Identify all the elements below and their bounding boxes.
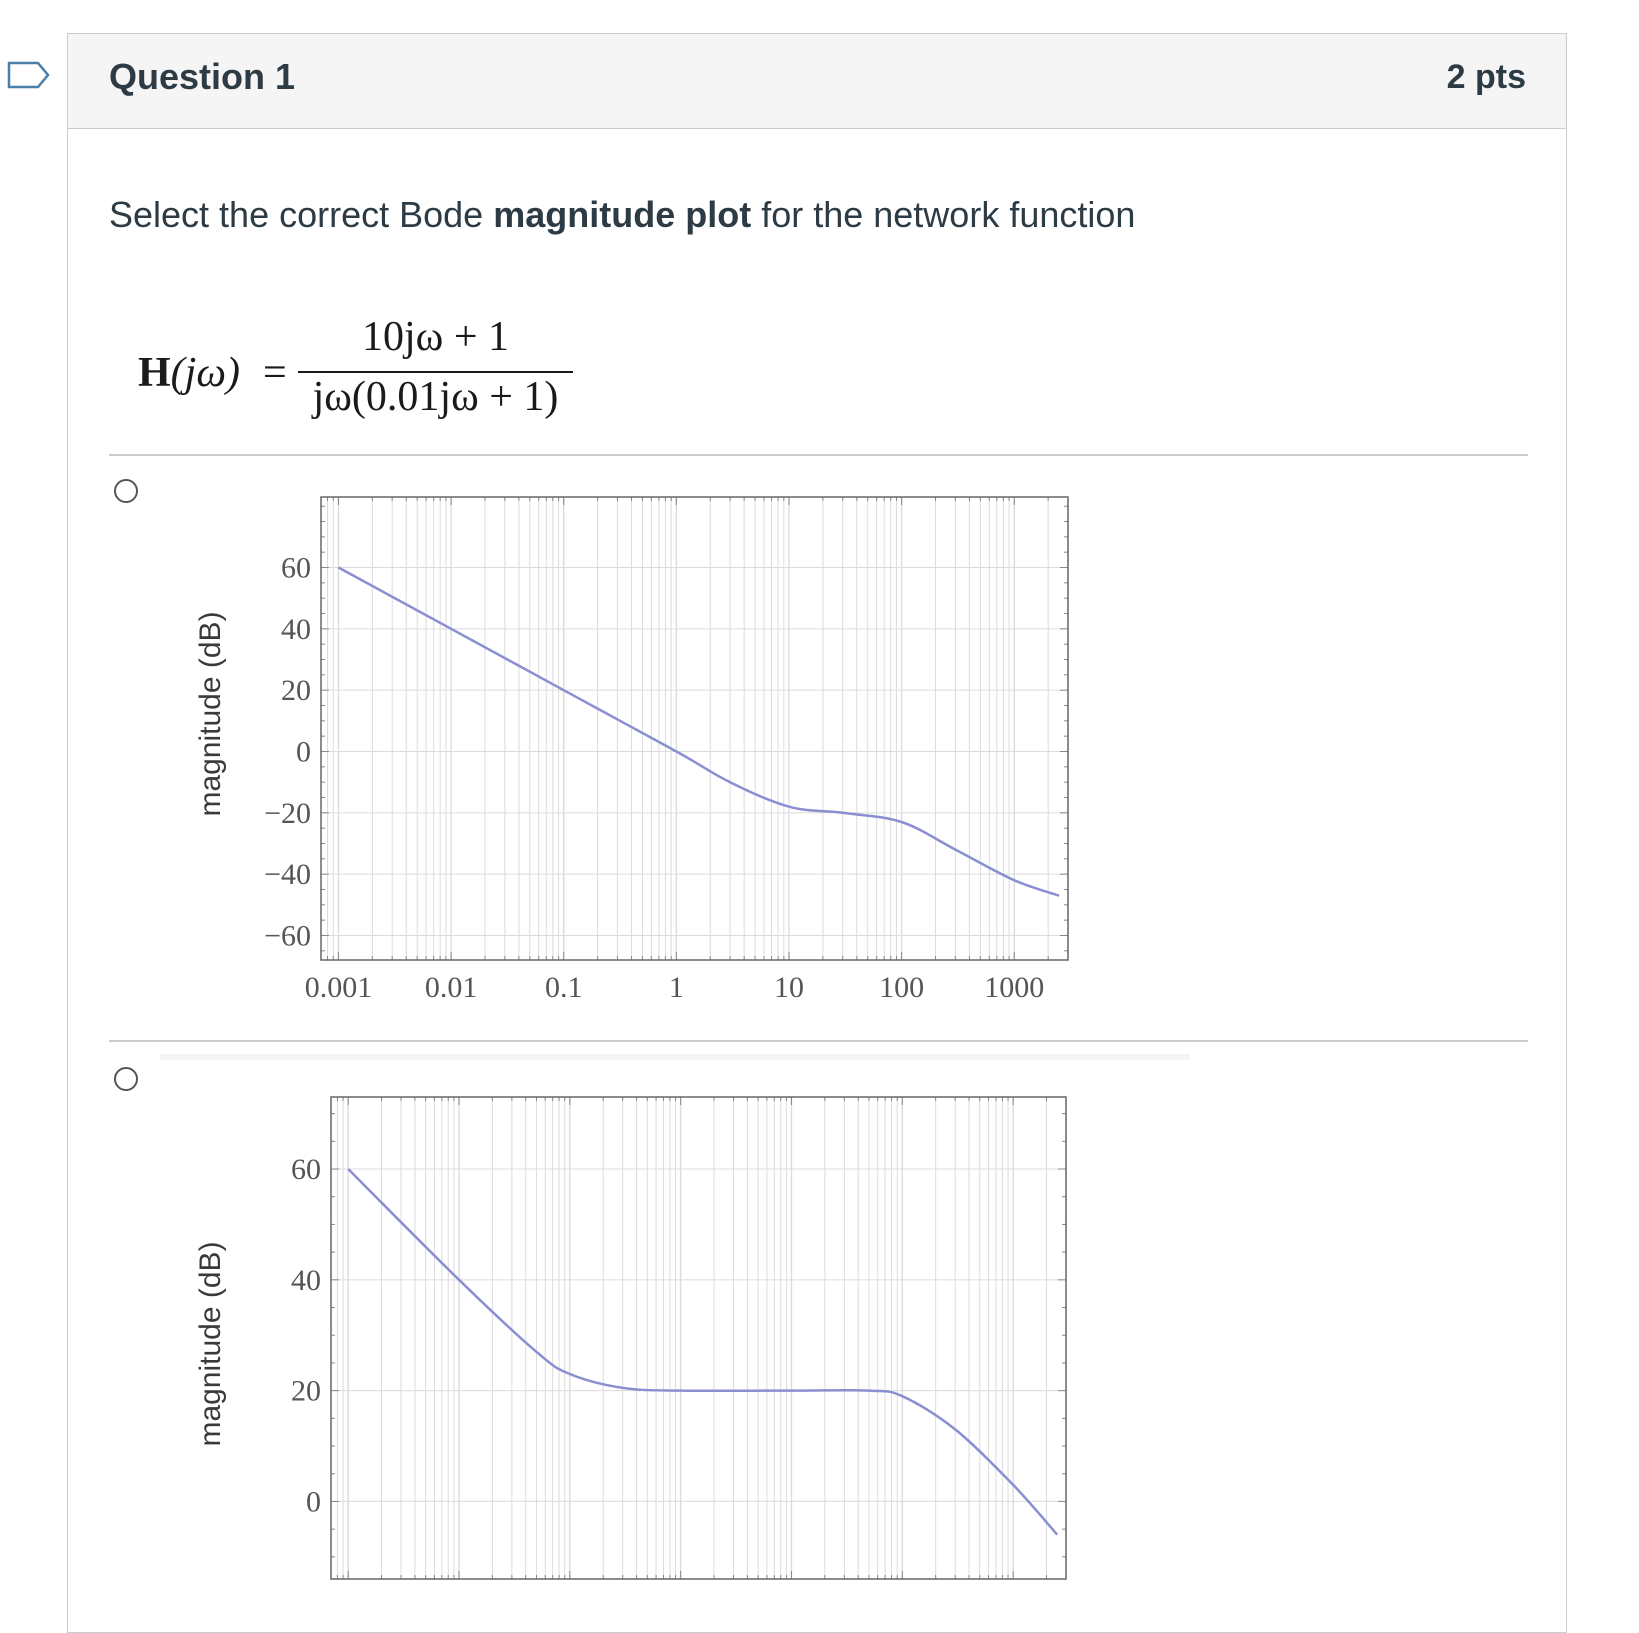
- question-points: 2 pts: [1446, 58, 1526, 96]
- question-title: Question 1: [109, 56, 296, 97]
- y-tick-label: 0: [306, 1485, 321, 1518]
- y-axis-label: magnitude (dB): [194, 1241, 227, 1446]
- grid-lines: [330, 1097, 1067, 1579]
- y-tick-label: 60: [281, 552, 311, 585]
- x-tick-label: 10: [774, 971, 804, 1004]
- equation-denominator: jω(0.01jω + 1): [312, 374, 559, 420]
- y-tick-label: −20: [264, 797, 311, 830]
- network-function-equation: H(jω) = 10jω + 1 jω(0.01jω + 1): [138, 314, 698, 429]
- equation-lhs: H(jω): [138, 349, 240, 397]
- y-axis-label: magnitude (dB): [194, 611, 227, 816]
- y-tick-label: 20: [291, 1375, 321, 1408]
- answer-divider: [109, 454, 1528, 456]
- answer-faint-divider: [160, 1054, 1190, 1060]
- x-tick-label: 0.01: [425, 971, 478, 1004]
- x-tick-label: 1000: [984, 971, 1044, 1004]
- answer-divider: [109, 1040, 1528, 1042]
- equation-numerator: 10jω + 1: [362, 314, 509, 360]
- flag-question-icon[interactable]: [4, 57, 52, 97]
- x-tick-label: 0.001: [305, 971, 373, 1004]
- plot-frame: [320, 496, 1069, 961]
- plot-frame: [330, 1096, 1067, 1580]
- x-tick-label: 0.1: [545, 971, 583, 1004]
- magnitude-curve: [337, 566, 1060, 897]
- equation-fraction-bar: [298, 371, 573, 373]
- x-tick-label: 1: [669, 971, 684, 1004]
- question-text-end: for the network function: [751, 194, 1136, 235]
- question-text-emphasis: magnitude plot: [493, 194, 752, 235]
- equation-equals: =: [263, 350, 287, 396]
- question-card: Question 1 2 pts Select the correct Bode…: [67, 33, 1567, 1633]
- y-tick-label: 40: [281, 613, 311, 646]
- grid-lines: [320, 497, 1069, 960]
- y-tick-label: 20: [281, 674, 311, 707]
- question-text: Select the correct Bode magnitude plot f…: [109, 194, 1135, 236]
- answer-radio-1[interactable]: [114, 479, 138, 503]
- bode-plot-option-1: 60 40 20 0 −20 −40 −60 0.001 0.01 0.1 1 10 100 1000 ma…: [194, 496, 1069, 1004]
- answer-radio-2[interactable]: [114, 1067, 138, 1091]
- y-tick-label: −40: [264, 858, 311, 891]
- equation-lhs-symbol: H: [138, 350, 171, 396]
- y-tick-label: 40: [291, 1264, 321, 1297]
- y-tick-label: −60: [264, 919, 311, 952]
- question-header: Question 1 2 pts: [68, 34, 1566, 129]
- equation-lhs-arg: (jω): [170, 350, 240, 396]
- question-text-start: Select the correct Bode: [109, 194, 494, 235]
- y-tick-label: 0: [296, 735, 311, 768]
- x-tick-label: 100: [879, 971, 924, 1004]
- y-tick-label: 60: [291, 1153, 321, 1186]
- magnitude-curve: [347, 1168, 1059, 1536]
- bode-plot-option-2: 60 40 20 0 magnitude (dB): [194, 1096, 1067, 1580]
